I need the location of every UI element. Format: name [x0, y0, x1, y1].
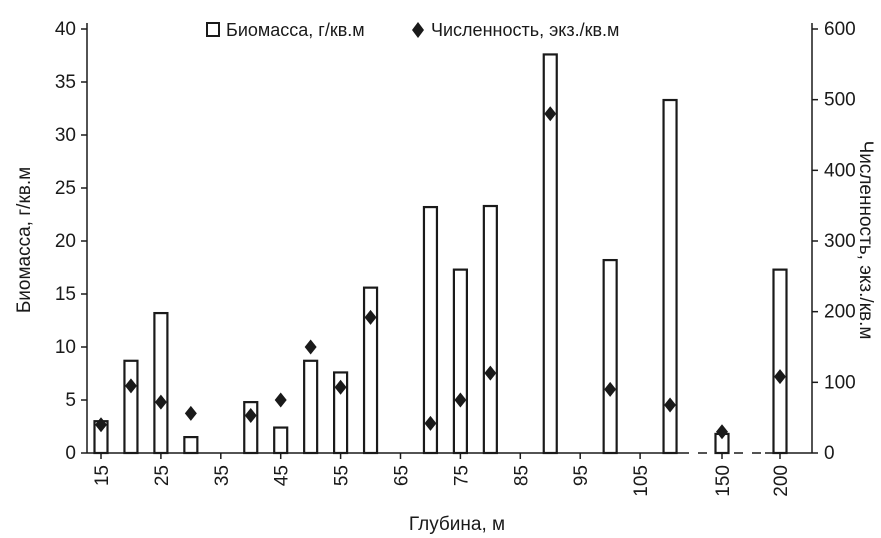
- bar-biomass: [662, 98, 678, 455]
- marker-abundance: [774, 369, 786, 385]
- x-tick-label: 95: [571, 465, 592, 486]
- legend: Биомасса, г/кв.м Численность, экз./кв.м: [206, 20, 619, 40]
- y-tick-right-label: 400: [824, 160, 856, 181]
- bar-biomass: [123, 359, 139, 455]
- marker-abundance: [664, 397, 677, 413]
- bar-biomass: [542, 53, 558, 455]
- bar-biomass: [772, 268, 788, 455]
- legend-biomass-label: Биомасса, г/кв.м: [226, 20, 365, 40]
- x-tick-label: 25: [152, 465, 173, 486]
- y-tick-left-label: 20: [55, 231, 76, 252]
- marker-abundance: [364, 309, 377, 325]
- marker-abundance: [274, 392, 287, 408]
- marker-abundance: [154, 394, 167, 410]
- bar-biomass: [482, 204, 498, 455]
- y-axis-right-label: Численность, экз./кв.м: [855, 141, 876, 340]
- y-tick-left-label: 10: [55, 337, 76, 358]
- marker-abundance: [424, 415, 437, 431]
- x-tick-label: 35: [212, 465, 233, 486]
- y-tick-right-label: 100: [824, 372, 856, 393]
- y-tick-right-label: 600: [824, 19, 856, 40]
- y-axis-left-label: Биомасса, г/кв.м: [14, 167, 35, 313]
- y-tick-left-label: 30: [55, 125, 76, 146]
- y-tick-right-label: 500: [824, 90, 856, 111]
- bar-biomass: [273, 426, 289, 455]
- markers-layer: [95, 106, 786, 440]
- x-axis-label: Глубина, м: [409, 514, 505, 535]
- marker-abundance: [334, 379, 347, 395]
- y-tick-left-label: 35: [55, 72, 76, 93]
- y-tick-left-label: 15: [55, 284, 76, 305]
- y-tick-right-label: 300: [824, 231, 856, 252]
- x-tick-label: 55: [332, 465, 353, 486]
- x-tick-label: 105: [631, 465, 652, 497]
- bar-biomass: [362, 286, 379, 455]
- marker-abundance: [304, 339, 317, 355]
- marker-abundance: [95, 417, 107, 433]
- x-tick-label: 200: [771, 465, 792, 497]
- x-tick-label: 85: [511, 465, 532, 486]
- bar-biomass: [153, 311, 169, 455]
- bar-biomass: [183, 436, 199, 455]
- y-tick-left-label: 0: [65, 443, 76, 464]
- marker-abundance: [544, 106, 557, 122]
- marker-abundance: [716, 424, 728, 440]
- marker-abundance: [454, 392, 467, 408]
- bar-biomass: [422, 205, 439, 455]
- x-tick-label: 15: [92, 465, 113, 486]
- y-tick-left-label: 40: [55, 19, 76, 40]
- marker-abundance: [244, 408, 257, 424]
- legend-biomass-swatch: [206, 22, 220, 37]
- y-tick-left-label: 5: [65, 390, 76, 411]
- bar-biomass: [602, 258, 618, 455]
- y-tick-left-label: 25: [55, 178, 76, 199]
- x-tick-label: 150: [713, 465, 734, 497]
- legend-abundance-marker: [412, 22, 424, 38]
- y-tick-right-label: 0: [824, 443, 835, 464]
- x-tick-label: 75: [451, 465, 472, 486]
- marker-abundance: [184, 405, 197, 421]
- y-tick-right-label: 200: [824, 302, 856, 323]
- marker-abundance: [484, 365, 497, 381]
- bar-biomass: [303, 359, 319, 455]
- legend-abundance-label: Численность, экз./кв.м: [431, 20, 619, 40]
- bar-biomass: [452, 268, 468, 455]
- bars-layer: [93, 53, 788, 455]
- x-tick-label: 65: [392, 465, 413, 486]
- bar-biomass: [333, 371, 349, 455]
- x-tick-label: 45: [272, 465, 293, 486]
- marker-abundance: [124, 378, 137, 394]
- marker-abundance: [604, 381, 617, 397]
